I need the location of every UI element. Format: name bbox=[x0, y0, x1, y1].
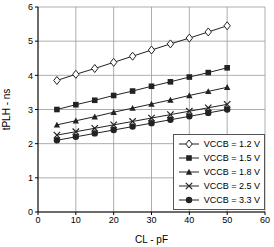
svg-text:2: 2 bbox=[28, 139, 33, 149]
html-text:VCCB = 1.8 V: VCCB = 1.8 V bbox=[203, 167, 260, 177]
svg-text:60: 60 bbox=[260, 215, 266, 225]
html-text:VCCB = 2.5 V: VCCB = 2.5 V bbox=[203, 181, 260, 191]
svg-text:6: 6 bbox=[28, 2, 33, 12]
svg-text:0: 0 bbox=[28, 207, 33, 217]
svg-text:1: 1 bbox=[28, 173, 33, 183]
svg-text:20: 20 bbox=[109, 215, 119, 225]
html-text:VCCB = 3.3 V: VCCB = 3.3 V bbox=[203, 195, 260, 205]
html-text:VCCB = 1.5 V: VCCB = 1.5 V bbox=[203, 153, 260, 163]
svg-text:30: 30 bbox=[146, 215, 156, 225]
svg-text:50: 50 bbox=[222, 215, 232, 225]
svg-text:10: 10 bbox=[71, 215, 81, 225]
svg-text:0: 0 bbox=[35, 215, 40, 225]
svg-text:tPLH - ns: tPLH - ns bbox=[8, 89, 12, 131]
svg-text:4: 4 bbox=[28, 71, 33, 81]
svg-text:40: 40 bbox=[184, 215, 194, 225]
svg-text:CL - pF: CL - pF bbox=[135, 234, 168, 245]
svg-text:3: 3 bbox=[28, 105, 33, 115]
html-text:VCCB = 1.2 V: VCCB = 1.2 V bbox=[203, 139, 260, 149]
svg-text:5: 5 bbox=[28, 36, 33, 46]
